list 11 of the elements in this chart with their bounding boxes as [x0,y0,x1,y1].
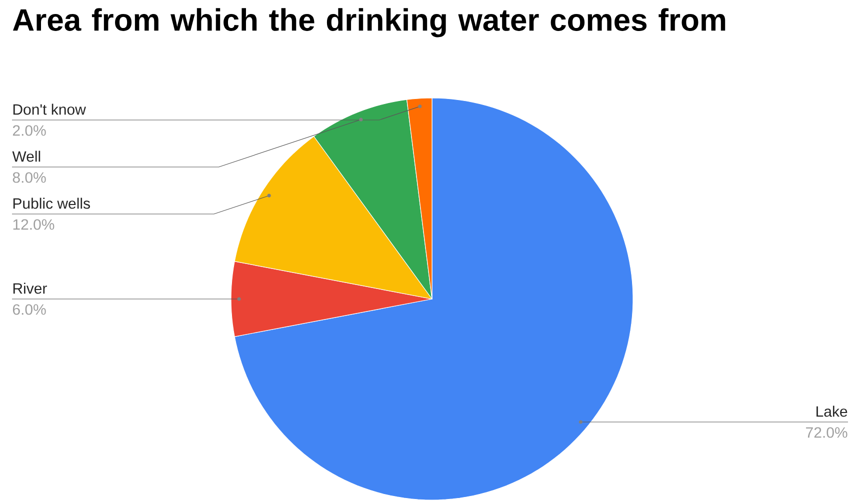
slice-label: Public wells [13,198,90,209]
chart-title: Area from which the drinking water comes from [12,8,726,38]
data-label: 2.0% [12,125,46,136]
slice-label: River [13,282,47,294]
slice-label: Well [12,150,40,162]
data-label: 6.0% [12,304,46,315]
slice-label: Lake [816,406,848,417]
data-label: 12.0% [13,219,54,230]
data-label: 8.0% [12,172,46,183]
data-label: 72.0% [806,427,848,438]
slice-label: Don't know [13,104,86,115]
